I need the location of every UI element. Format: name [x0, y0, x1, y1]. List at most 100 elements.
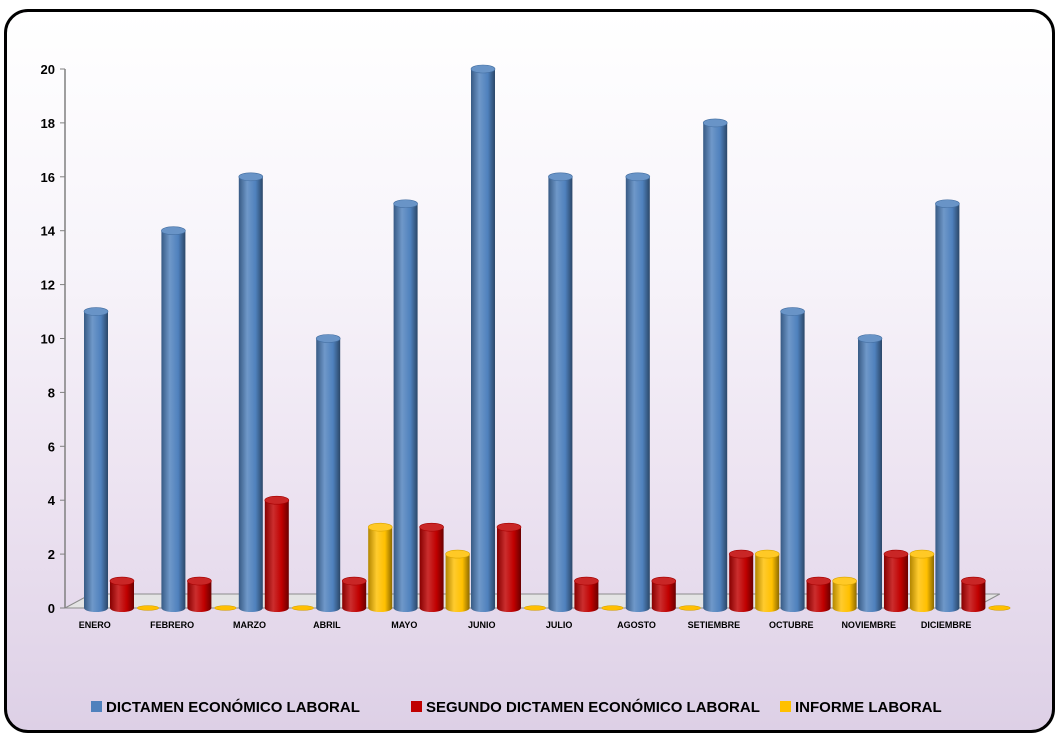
bar — [445, 554, 470, 612]
bar — [264, 500, 289, 612]
bar-group — [238, 172, 314, 613]
x-tick-label: FEBRERO — [150, 620, 194, 630]
x-tick-label: ENERO — [79, 620, 111, 630]
y-tick-label: 6 — [48, 439, 55, 454]
bar-group — [315, 334, 393, 612]
bar-top — [109, 576, 135, 586]
x-tick-label: NOVIEMBRE — [841, 620, 896, 630]
legend-label: SEGUNDO DICTAMEN ECONÓMICO LABORAL — [426, 698, 760, 716]
bar — [368, 527, 393, 612]
bar-group — [161, 226, 237, 612]
x-axis: ENERO FEBRERO MARZO ABRIL MAYO JUNIO JULIO AGOS… — [79, 620, 972, 630]
bar — [316, 338, 341, 612]
bar-top — [702, 118, 728, 128]
bar — [161, 230, 186, 612]
y-tick-label: 10 — [41, 332, 55, 347]
bar — [678, 605, 701, 611]
bar-top — [238, 172, 264, 182]
bar-top — [419, 522, 444, 532]
y-tick-label: 18 — [41, 116, 55, 131]
bar-top — [754, 549, 780, 559]
bar — [471, 69, 495, 612]
bar — [755, 554, 780, 612]
bar — [651, 581, 676, 612]
bar — [110, 581, 134, 612]
y-tick-label: 16 — [41, 170, 55, 185]
legend-swatch — [411, 701, 422, 712]
bar-group — [625, 172, 701, 613]
bar-group — [548, 172, 624, 613]
bar — [780, 311, 805, 612]
bar-top — [187, 576, 212, 586]
bar — [84, 311, 108, 612]
bar — [961, 581, 986, 612]
legend-item: SEGUNDO DICTAMEN ECONÓMICO LABORAL — [411, 698, 760, 716]
x-tick-label: JUNIO — [468, 620, 496, 630]
bar-group — [935, 199, 1011, 612]
bar-top — [651, 576, 677, 586]
bar-top — [806, 576, 831, 586]
bar — [935, 203, 960, 612]
bar-top — [574, 576, 599, 586]
bar-top — [496, 522, 522, 532]
bar — [342, 581, 367, 612]
bar — [910, 554, 934, 612]
bar — [703, 122, 728, 613]
bar-top — [961, 576, 986, 586]
bar-group — [83, 307, 160, 612]
bar-top — [341, 576, 367, 586]
legend-label: INFORME LABORAL — [795, 699, 942, 716]
legend-swatch — [91, 701, 102, 712]
bar-top — [445, 549, 470, 559]
bar — [729, 554, 754, 612]
bar — [548, 176, 573, 613]
bar-top — [625, 172, 651, 182]
bar — [858, 338, 882, 612]
bars — [83, 64, 1011, 613]
y-tick-label: 8 — [48, 385, 55, 400]
x-tick-label: DICIEMBRE — [921, 620, 972, 630]
bar — [497, 527, 521, 612]
bar — [574, 581, 599, 612]
bar-top — [728, 549, 754, 559]
x-tick-label: OCTUBRE — [769, 620, 814, 630]
bar-top — [161, 226, 186, 235]
legend-swatch — [780, 701, 791, 712]
y-tick-label: 20 — [41, 62, 55, 77]
legend: DICTAMEN ECONÓMICO LABORAL SEGUNDO DICTAM… — [91, 698, 942, 716]
x-tick-label: JULIO — [546, 620, 573, 630]
bar — [988, 605, 1011, 611]
bar — [419, 527, 444, 612]
bar — [214, 605, 237, 611]
y-tick-label: 2 — [48, 547, 55, 562]
y-tick-label: 4 — [48, 493, 56, 508]
bar — [832, 581, 857, 612]
bar-top — [367, 522, 393, 532]
bar — [625, 176, 650, 613]
bar — [238, 176, 263, 613]
bar-top — [909, 549, 935, 559]
bar-top — [857, 334, 883, 343]
bar-group — [470, 64, 547, 612]
bar-top — [393, 199, 418, 209]
bar-top — [315, 334, 341, 343]
bar-group — [702, 118, 780, 613]
bar-group — [393, 199, 470, 612]
bar-top — [548, 172, 573, 182]
bar-top — [83, 307, 109, 316]
y-tick-label: 14 — [41, 224, 56, 239]
bar-top — [264, 495, 290, 505]
x-tick-label: SETIEMBRE — [688, 620, 741, 630]
bar — [393, 203, 418, 612]
bar — [601, 605, 624, 611]
y-tick-label: 0 — [48, 601, 55, 616]
bar — [136, 605, 160, 611]
bar — [806, 581, 831, 612]
legend-item: DICTAMEN ECONÓMICO LABORAL — [91, 698, 360, 716]
x-tick-label: MAYO — [391, 620, 417, 630]
bar-top — [780, 307, 805, 316]
bar — [187, 581, 212, 612]
bar-group — [780, 307, 857, 612]
x-tick-label: AGOSTO — [617, 620, 656, 630]
y-tick-label: 12 — [41, 278, 55, 293]
